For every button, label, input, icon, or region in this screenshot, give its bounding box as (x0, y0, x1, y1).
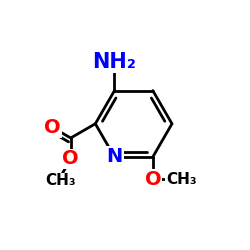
Text: O: O (62, 150, 79, 169)
Text: N: N (106, 148, 122, 167)
Text: CH₃: CH₃ (45, 174, 76, 188)
Text: NH₂: NH₂ (92, 52, 136, 72)
Text: CH₃: CH₃ (166, 172, 196, 187)
Text: O: O (144, 170, 161, 189)
Text: O: O (44, 118, 61, 137)
